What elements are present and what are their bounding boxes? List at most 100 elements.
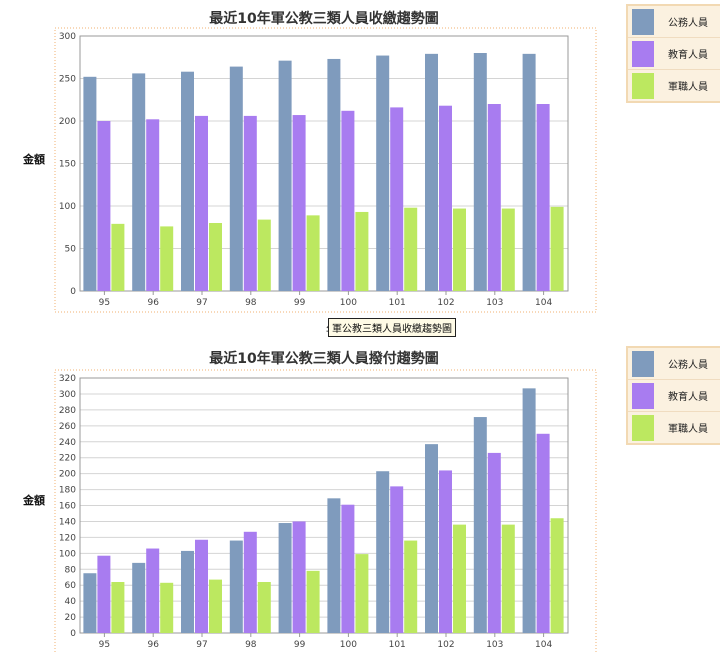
legend-item[interactable]: 教育人員 bbox=[628, 38, 720, 70]
y-tick-label: 80 bbox=[65, 565, 77, 575]
legend-swatch bbox=[632, 414, 654, 441]
x-tick-label: 103 bbox=[486, 640, 503, 650]
chart-frame bbox=[54, 369, 597, 654]
bar-軍職人員-98 bbox=[257, 219, 271, 291]
y-tick-label: 260 bbox=[59, 422, 76, 432]
chart-frame bbox=[54, 27, 597, 313]
x-tick-label: 95 bbox=[99, 640, 110, 650]
bar-軍職人員-96 bbox=[160, 582, 174, 633]
bar-教育人員-101 bbox=[390, 486, 404, 633]
bar-教育人員-101 bbox=[390, 107, 404, 292]
bar-軍職人員-102 bbox=[453, 208, 466, 291]
x-tick-label: 97 bbox=[196, 298, 207, 308]
bar-軍職人員-102 bbox=[453, 524, 466, 633]
x-tick-label: 96 bbox=[147, 640, 159, 650]
x-tick-label: 104 bbox=[535, 298, 552, 308]
x-tick-label: 99 bbox=[294, 640, 306, 650]
y-tick-label: 150 bbox=[59, 160, 76, 170]
x-tick-label: 98 bbox=[245, 298, 257, 308]
bar-公務人員-95 bbox=[83, 76, 97, 291]
x-tick-label: 97 bbox=[196, 640, 207, 650]
bar-公務人員-95 bbox=[83, 573, 97, 633]
bar-教育人員-98 bbox=[243, 531, 257, 633]
bar-軍職人員-97 bbox=[209, 223, 222, 291]
x-tick-label: 104 bbox=[535, 640, 552, 650]
legend-label: 公務人員 bbox=[668, 360, 708, 371]
y-axis-label: 金額 bbox=[22, 493, 45, 507]
bar-公務人員-101 bbox=[376, 471, 390, 633]
y-tick-label: 0 bbox=[70, 287, 76, 297]
y-tick-label: 120 bbox=[59, 533, 76, 543]
chart-title: 最近10年軍公教三類人員撥付趨勢圖 bbox=[209, 350, 438, 367]
legend-swatch bbox=[632, 350, 654, 377]
x-tick-label: 99 bbox=[294, 298, 306, 308]
y-tick-label: 160 bbox=[59, 502, 76, 512]
plot-area bbox=[79, 377, 569, 634]
x-tick-label: 98 bbox=[245, 640, 257, 650]
bar-教育人員-99 bbox=[292, 115, 306, 291]
y-tick-label: 20 bbox=[65, 613, 77, 623]
y-tick-label: 250 bbox=[59, 75, 76, 85]
legend-item[interactable]: 公務人員 bbox=[628, 6, 720, 38]
legend-swatch bbox=[632, 40, 654, 67]
bar-公務人員-99 bbox=[278, 523, 292, 633]
legend-swatch bbox=[632, 382, 654, 409]
bar-教育人員-96 bbox=[146, 548, 160, 633]
payment-chart-legend: 公務人員教育人員軍職人員 bbox=[626, 346, 720, 445]
y-tick-label: 140 bbox=[59, 517, 76, 527]
bar-公務人員-102 bbox=[425, 53, 438, 291]
bar-教育人員-99 bbox=[292, 521, 306, 633]
bar-公務人員-104 bbox=[522, 388, 536, 633]
bar-公務人員-100 bbox=[327, 58, 341, 292]
legend-label: 軍職人員 bbox=[668, 82, 708, 93]
bar-教育人員-96 bbox=[146, 119, 160, 291]
bar-公務人員-103 bbox=[473, 53, 487, 291]
bar-公務人員-97 bbox=[181, 71, 194, 291]
bar-軍職人員-99 bbox=[306, 570, 320, 633]
y-tick-label: 180 bbox=[59, 486, 76, 496]
bar-公務人員-100 bbox=[327, 498, 341, 633]
y-tick-label: 300 bbox=[59, 390, 76, 400]
bar-軍職人員-101 bbox=[404, 540, 418, 633]
bar-公務人員-96 bbox=[132, 73, 146, 292]
bar-軍職人員-104 bbox=[550, 518, 564, 633]
bar-軍職人員-103 bbox=[501, 524, 515, 633]
bar-軍職人員-97 bbox=[209, 579, 222, 633]
legend-label: 教育人員 bbox=[668, 392, 708, 403]
bar-公務人員-101 bbox=[376, 55, 390, 291]
y-tick-label: 240 bbox=[59, 438, 76, 448]
y-tick-label: 320 bbox=[59, 374, 76, 384]
x-tick-label: 101 bbox=[389, 298, 406, 308]
bar-軍職人員-103 bbox=[501, 208, 515, 291]
y-tick-label: 50 bbox=[65, 245, 77, 255]
bar-教育人員-98 bbox=[243, 115, 257, 292]
bar-公務人員-104 bbox=[522, 53, 536, 291]
y-tick-label: 40 bbox=[65, 597, 77, 607]
y-tick-label: 100 bbox=[59, 549, 76, 559]
legend-item[interactable]: 公務人員 bbox=[628, 348, 720, 380]
legend-swatch bbox=[632, 72, 654, 99]
contribution-chart: 最近10年軍公教三類人員收繳趨勢圖 金額 0 50 100 150 200 250 300 95 9… bbox=[22, 4, 720, 313]
legend-item[interactable]: 教育人員 bbox=[628, 380, 720, 412]
chart-tooltip: 軍公教三類人員收繳趨勢圖 bbox=[328, 318, 456, 337]
x-tick-label: 100 bbox=[340, 640, 357, 650]
bar-公務人員-96 bbox=[132, 562, 146, 633]
plot-area bbox=[79, 35, 569, 292]
x-tick-label: 101 bbox=[389, 640, 406, 650]
bar-教育人員-100 bbox=[341, 504, 355, 633]
legend-label: 公務人員 bbox=[668, 18, 708, 29]
bar-公務人員-98 bbox=[229, 540, 243, 633]
bar-軍職人員-100 bbox=[355, 211, 369, 291]
bar-教育人員-102 bbox=[439, 105, 452, 291]
y-tick-label: 200 bbox=[59, 117, 76, 127]
legend-item[interactable]: 軍職人員 bbox=[628, 412, 720, 443]
y-tick-label: 200 bbox=[59, 470, 76, 480]
bar-教育人員-103 bbox=[487, 104, 501, 291]
legend-label: 教育人員 bbox=[668, 50, 708, 61]
bar-軍職人員-99 bbox=[306, 215, 320, 291]
legend-item[interactable]: 軍職人員 bbox=[628, 70, 720, 101]
bar-教育人員-97 bbox=[195, 539, 208, 633]
payment-chart: 最近10年軍公教三類人員撥付趨勢圖 金額 0 20 40 60 80 100 120 140 160… bbox=[0, 340, 720, 654]
